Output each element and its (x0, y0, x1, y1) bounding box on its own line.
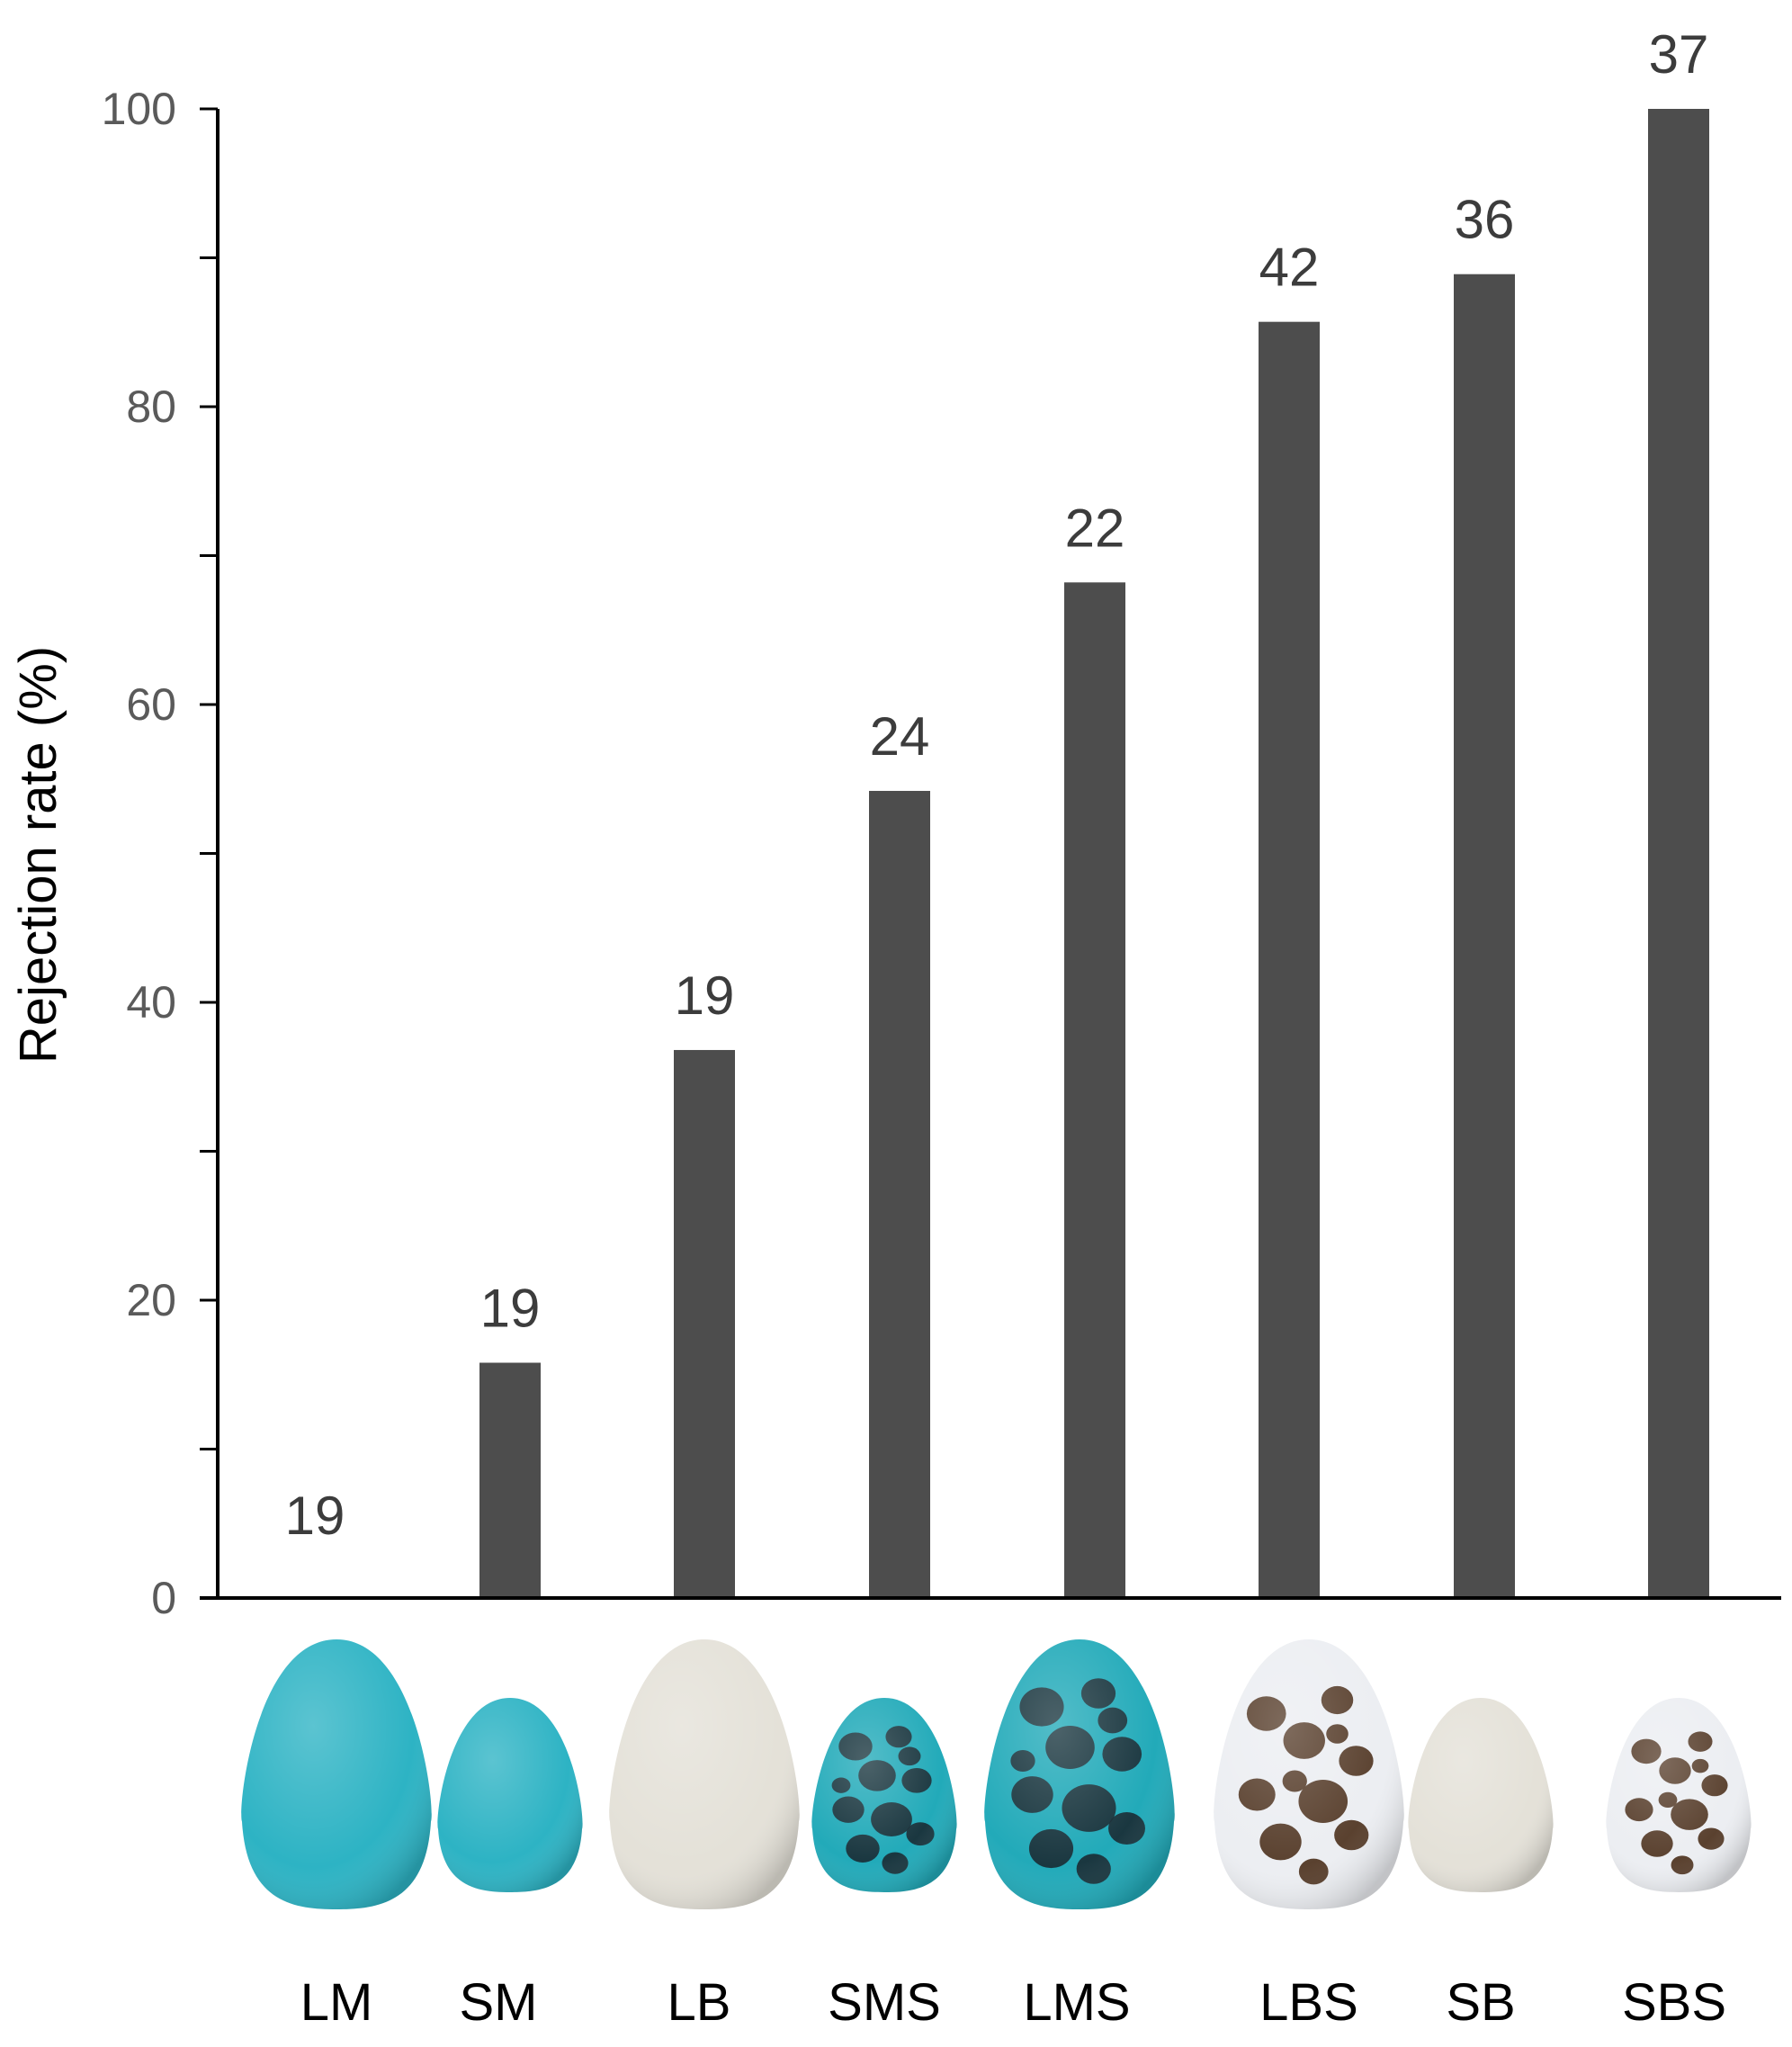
egg-sms (811, 1698, 957, 1892)
egg-lbs (1214, 1639, 1404, 1909)
egg-shading (437, 1698, 583, 1892)
bar-sm (479, 1362, 541, 1598)
egg-sm (437, 1698, 583, 1892)
sample-size-label: 42 (1259, 238, 1320, 298)
y-axis: 0 20 40 60 80 100 (102, 84, 218, 1623)
sample-size-label: 24 (870, 706, 930, 767)
category-label: SM (460, 1973, 538, 2032)
sample-size-label: 19 (285, 1486, 345, 1546)
y-tick-label: 80 (126, 382, 176, 432)
bar-lbs (1259, 321, 1320, 1598)
egg-lm (241, 1639, 432, 1909)
category-label: LM (300, 1973, 373, 2032)
y-tick-label: 100 (102, 84, 176, 134)
egg-shading (1214, 1639, 1404, 1909)
category-label: LMS (1023, 1973, 1130, 2032)
category-label: LBS (1259, 1973, 1358, 2032)
bar-sbs (1648, 109, 1709, 1598)
category-label: SB (1446, 1973, 1515, 2032)
y-tick-label: 20 (126, 1275, 176, 1325)
sample-size-label: 37 (1649, 24, 1709, 85)
egg-images (241, 1639, 1752, 1909)
y-tick-label: 60 (126, 679, 176, 730)
y-axis-title: Rejection rate (%) (9, 646, 67, 1064)
egg-lms (984, 1639, 1175, 1909)
category-label: LB (668, 1973, 731, 2032)
sample-size-label: 22 (1065, 498, 1125, 558)
category-label: SBS (1622, 1973, 1726, 2032)
x-axis-labels: LM SM LB SMS LMS LBS SB SBS (300, 1973, 1726, 2032)
sample-size-labels: 19 19 19 24 22 42 36 37 (285, 24, 1709, 1546)
bar-sms (869, 790, 930, 1598)
egg-shading (241, 1639, 432, 1909)
sample-size-label: 19 (480, 1279, 541, 1339)
egg-shading (811, 1698, 957, 1892)
egg-sbs (1606, 1698, 1752, 1892)
y-tick-label: 40 (126, 977, 176, 1028)
bar-lb (674, 1049, 735, 1598)
egg-shading (609, 1639, 800, 1909)
sample-size-label: 36 (1455, 190, 1515, 250)
egg-shading (1408, 1698, 1554, 1892)
egg-lb (609, 1639, 800, 1909)
bar-lms (1064, 582, 1125, 1598)
bar-sb (1454, 274, 1515, 1599)
y-tick-label: 0 (151, 1573, 176, 1623)
bars (479, 109, 1709, 1599)
egg-shading (984, 1639, 1175, 1909)
axes (200, 109, 1781, 1600)
sample-size-label: 19 (675, 965, 735, 1026)
category-label: SMS (828, 1973, 941, 2032)
egg-sb (1408, 1698, 1554, 1892)
egg-shading (1606, 1698, 1752, 1892)
